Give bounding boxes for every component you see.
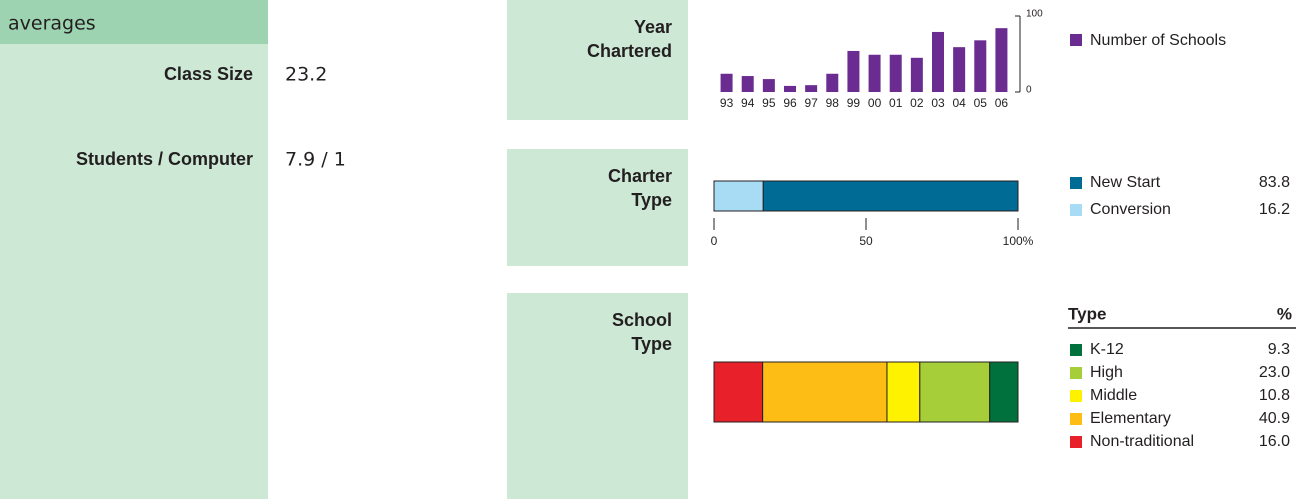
legend-label: K-12 xyxy=(1090,341,1124,358)
legend-swatch xyxy=(1070,436,1082,448)
value-label: 40.9 xyxy=(1259,410,1290,427)
average-label: Class Size xyxy=(164,64,253,84)
value-label: 16.2 xyxy=(1259,201,1290,218)
x-tick-label: 93 xyxy=(720,96,734,110)
bar xyxy=(889,54,902,92)
x-tick-label: 98 xyxy=(826,96,840,110)
panel-title: Charter xyxy=(608,166,672,186)
panel-title: Type xyxy=(631,334,672,354)
panel xyxy=(507,293,688,499)
panel-title: Chartered xyxy=(587,41,672,61)
average-value: 23.2 xyxy=(285,64,327,86)
legend-header: Type xyxy=(1068,304,1106,323)
y-tick-label: 100 xyxy=(1026,9,1043,20)
bar xyxy=(868,54,881,92)
legend-label: Conversion xyxy=(1090,201,1171,218)
bar-segment xyxy=(919,361,991,423)
average-value: 7.9 / 1 xyxy=(285,149,346,171)
bar-segment xyxy=(989,361,1019,423)
bar-segment xyxy=(886,361,921,423)
value-label: 10.8 xyxy=(1259,387,1290,404)
x-tick-label: 04 xyxy=(952,96,966,110)
legend-swatch xyxy=(1070,344,1082,356)
legend-swatch xyxy=(1070,204,1082,216)
legend-label: Number of Schools xyxy=(1090,32,1226,49)
panel-title: School xyxy=(612,310,672,330)
x-tick-label: 96 xyxy=(783,96,797,110)
legend-swatch xyxy=(1070,34,1082,46)
legend-swatch xyxy=(1070,390,1082,402)
y-tick-label: 0 xyxy=(1026,85,1032,96)
panel xyxy=(507,0,688,120)
bar xyxy=(741,76,754,92)
bar xyxy=(953,47,966,92)
legend-swatch xyxy=(1070,367,1082,379)
averages-header xyxy=(0,0,268,44)
averages-title: averages xyxy=(8,13,96,35)
bar-segment xyxy=(762,180,1019,212)
x-tick-label: 95 xyxy=(762,96,776,110)
bar xyxy=(720,73,733,92)
legend-label: High xyxy=(1090,364,1123,381)
bar-segment xyxy=(713,361,764,423)
panel-title: Year xyxy=(634,17,672,37)
bar-segment xyxy=(713,180,764,212)
x-tick-label: 00 xyxy=(868,96,882,110)
bar-segment xyxy=(762,361,888,423)
bar xyxy=(762,79,775,92)
panel-title: Type xyxy=(631,190,672,210)
legend-swatch xyxy=(1070,413,1082,425)
x-tick-label: 99 xyxy=(847,96,861,110)
x-tick-label: 05 xyxy=(974,96,988,110)
bar xyxy=(974,40,987,92)
x-tick-label: 03 xyxy=(931,96,945,110)
legend-label: New Start xyxy=(1090,174,1161,191)
x-tick-label: 100% xyxy=(1003,234,1034,248)
legend-header: % xyxy=(1277,304,1292,323)
legend-label: Elementary xyxy=(1090,410,1171,427)
bar xyxy=(932,31,944,92)
bar xyxy=(784,85,796,92)
x-tick-label: 0 xyxy=(711,234,718,248)
bar xyxy=(805,85,818,92)
bar xyxy=(847,50,860,92)
value-label: 16.0 xyxy=(1259,433,1290,450)
x-tick-label: 06 xyxy=(995,96,1009,110)
bar xyxy=(910,57,923,92)
x-tick-label: 94 xyxy=(741,96,755,110)
legend-swatch xyxy=(1070,177,1082,189)
x-tick-label: 02 xyxy=(910,96,924,110)
bar xyxy=(826,73,839,92)
average-label: Students / Computer xyxy=(76,149,253,169)
panel xyxy=(507,149,688,266)
value-label: 83.8 xyxy=(1259,174,1290,191)
value-label: 9.3 xyxy=(1268,341,1290,358)
x-tick-label: 50 xyxy=(859,234,873,248)
bar xyxy=(995,28,1008,92)
x-tick-label: 01 xyxy=(889,96,903,110)
legend-label: Non-traditional xyxy=(1090,433,1194,450)
averages-panel xyxy=(0,0,268,499)
legend-label: Middle xyxy=(1090,387,1137,404)
value-label: 23.0 xyxy=(1259,364,1290,381)
x-tick-label: 97 xyxy=(804,96,818,110)
